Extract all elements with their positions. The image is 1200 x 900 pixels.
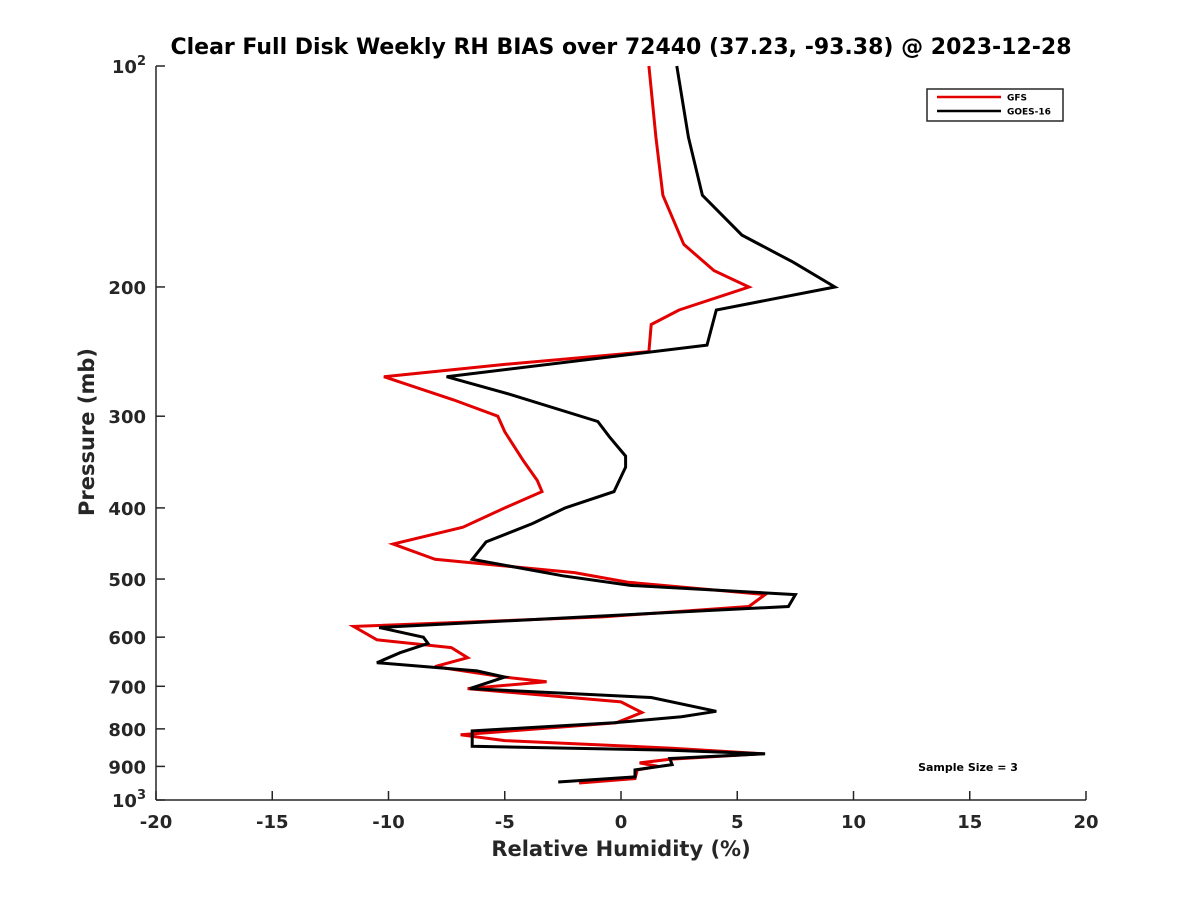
x-tick-label: -10 xyxy=(372,812,405,833)
y-tick-label: 900 xyxy=(108,757,146,778)
legend-label-goes-16: GOES-16 xyxy=(1007,108,1051,118)
x-tick-label: 10 xyxy=(841,812,866,833)
y-tick-label: 300 xyxy=(108,407,146,428)
y-tick-label: 102 xyxy=(112,54,146,78)
x-tick-label: -20 xyxy=(140,812,173,833)
y-tick-label: 700 xyxy=(108,677,146,698)
legend-label-gfs: GFS xyxy=(1007,94,1027,104)
x-tick-label: 5 xyxy=(731,812,744,833)
series-line-gfs xyxy=(348,65,770,785)
y-tick-label: 400 xyxy=(108,499,146,520)
y-tick-label: 500 xyxy=(108,570,146,591)
y-tick-label: 800 xyxy=(108,720,146,741)
sample-size-annotation: Sample Size = 3 xyxy=(918,761,1018,774)
axes: -20 -15 -10 -5 0 5 10 15 20 102 200 300 400 500 600 700… xyxy=(108,54,1098,833)
x-tick-label: 0 xyxy=(615,812,628,833)
y-tick-label: 200 xyxy=(108,278,146,299)
legend: GFS GOES-16 xyxy=(926,88,1064,122)
legend-box xyxy=(926,88,1064,122)
x-tick-label: -5 xyxy=(495,812,515,833)
y-tick-label: 600 xyxy=(108,628,146,649)
y-tick-label: 103 xyxy=(112,788,146,812)
series-line-goes-16 xyxy=(376,65,840,784)
x-axis-label: Relative Humidity (%) xyxy=(491,837,750,861)
chart-title: Clear Full Disk Weekly RH BIAS over 7244… xyxy=(170,35,1071,60)
x-tick-label: 20 xyxy=(1073,812,1098,833)
plot-area xyxy=(348,65,840,785)
x-tick-label: 15 xyxy=(957,812,982,833)
x-tick-label: -15 xyxy=(256,812,289,833)
y-axis-label: Pressure (mb) xyxy=(75,348,99,516)
